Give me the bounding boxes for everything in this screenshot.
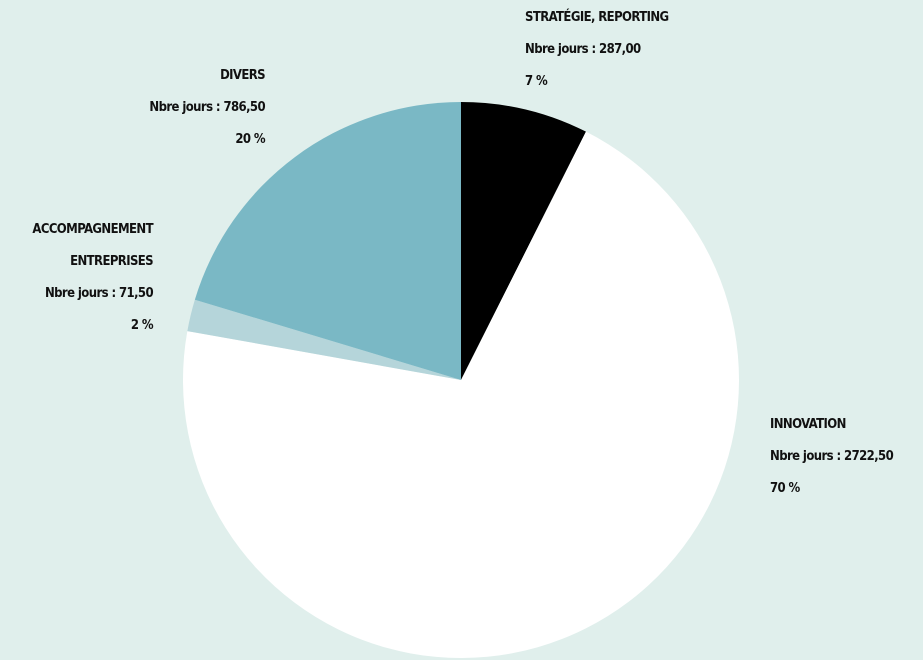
- pie-slice: [183, 131, 740, 659]
- value-label: Nbre jours : 786,50: [149, 100, 265, 115]
- slice-label: ACCOMPAGNEMENT ENTREPRISES Nbre jours : 7…: [3, 214, 153, 342]
- category: INNOVATION: [770, 417, 846, 432]
- slice-label: INNOVATION Nbre jours : 2722,50 70 %: [770, 409, 894, 505]
- value-label: Nbre jours : 2722,50: [770, 449, 894, 464]
- percent-label: 70 %: [770, 481, 800, 496]
- pie-slice: [187, 299, 462, 380]
- category: STRATÉGIE, REPORTING: [525, 10, 669, 25]
- value-label: Nbre jours : 71,50: [44, 286, 154, 301]
- value-label: Nbre jours : 287,00: [525, 42, 641, 57]
- pie-slice: [461, 102, 586, 380]
- pie-slice: [194, 102, 461, 380]
- percent-label: 7 %: [525, 74, 548, 89]
- percent-label: 20 %: [235, 132, 265, 147]
- category: ACCOMPAGNEMENT ENTREPRISES: [32, 222, 153, 269]
- slice-label: DIVERS Nbre jours : 786,50 20 %: [85, 60, 265, 156]
- category: DIVERS: [220, 68, 266, 83]
- slice-label: STRATÉGIE, REPORTING Nbre jours : 287,00 7…: [525, 2, 669, 98]
- percent-label: 2 %: [130, 318, 154, 333]
